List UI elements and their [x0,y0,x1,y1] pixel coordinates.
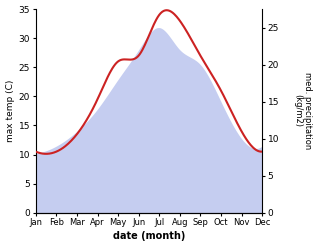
X-axis label: date (month): date (month) [113,231,185,242]
Y-axis label: med. precipitation
(kg/m2): med. precipitation (kg/m2) [293,72,313,149]
Y-axis label: max temp (C): max temp (C) [5,80,15,142]
